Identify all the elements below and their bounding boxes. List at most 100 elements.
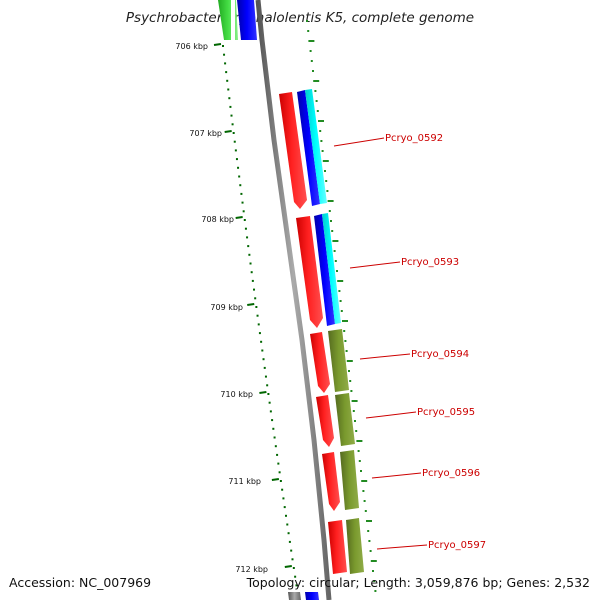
ruler-major-tick bbox=[213, 43, 222, 46]
gc-dot bbox=[344, 340, 347, 342]
gc-dot bbox=[322, 160, 329, 162]
ruler-minor-tick bbox=[231, 123, 234, 126]
ruler-minor-tick bbox=[251, 279, 254, 282]
ruler-minor-tick bbox=[226, 79, 229, 82]
leader-pcryo-0592 bbox=[333, 137, 385, 147]
gene-label-pcryo-0594[interactable]: Pcryo_0594 bbox=[411, 349, 469, 360]
gc-dot bbox=[306, 20, 308, 22]
gene-olive-5 bbox=[340, 450, 359, 510]
ruler-minor-tick bbox=[288, 540, 291, 543]
ruler-minor-tick bbox=[260, 340, 263, 343]
ruler-minor-tick bbox=[286, 523, 289, 526]
ruler-minor-tick bbox=[282, 497, 285, 500]
gc-dot bbox=[332, 240, 339, 242]
gc-dot bbox=[334, 260, 337, 262]
gc-dot bbox=[314, 90, 317, 92]
ruler-minor-tick bbox=[248, 253, 251, 256]
gc-dot bbox=[355, 430, 358, 432]
gc-dot bbox=[345, 350, 348, 352]
ruler-minor-tick bbox=[262, 358, 265, 361]
ruler-label-706: 706 kbp bbox=[175, 42, 208, 51]
ruler-minor-tick bbox=[284, 514, 287, 517]
gc-dot bbox=[308, 40, 315, 42]
ruler-minor-tick bbox=[254, 297, 257, 300]
ruler-major-tick bbox=[235, 216, 243, 219]
gc-dot bbox=[368, 540, 371, 542]
gene-blue-1 bbox=[297, 90, 320, 206]
ruler-minor-tick bbox=[278, 471, 281, 474]
ruler-label-711: 711 kbp bbox=[228, 477, 261, 486]
leader-pcryo-0593 bbox=[349, 261, 401, 269]
gene-cyan-2 bbox=[322, 213, 341, 324]
gc-dot bbox=[348, 370, 350, 372]
gc-dot bbox=[366, 520, 372, 522]
ruler-major-tick bbox=[271, 478, 280, 481]
ruler-minor-tick bbox=[239, 184, 242, 187]
gc-dot bbox=[352, 410, 355, 412]
ruler-major-tick bbox=[259, 391, 267, 394]
ruler-minor-tick bbox=[244, 227, 247, 230]
ruler-minor-tick bbox=[256, 314, 259, 317]
gc-dot bbox=[312, 70, 314, 72]
gene-pcryo-0593 bbox=[296, 216, 323, 328]
gc-dot bbox=[316, 110, 319, 112]
gc-dot bbox=[320, 140, 323, 142]
gene-cyan-1 bbox=[305, 89, 327, 204]
leader-pcryo-0594 bbox=[359, 353, 411, 360]
ruler-label-712: 712 kbp bbox=[235, 565, 268, 574]
ruler-minor-tick bbox=[238, 175, 241, 178]
leader-pcryo-0597 bbox=[376, 544, 428, 550]
gene-label-pcryo-0592[interactable]: Pcryo_0592 bbox=[385, 133, 443, 144]
gc-dot bbox=[319, 130, 322, 132]
ruler-label-709: 709 kbp bbox=[210, 303, 243, 312]
ruler-minor-tick bbox=[223, 53, 226, 56]
gene-label-pcryo-0597[interactable]: Pcryo_0597 bbox=[428, 540, 486, 551]
gc-dot bbox=[342, 320, 348, 322]
ruler-minor-tick bbox=[240, 192, 243, 195]
gc-dot bbox=[331, 230, 334, 232]
ruler-minor-tick bbox=[291, 558, 294, 561]
ruler-major-tick bbox=[247, 303, 255, 306]
gc-dot bbox=[315, 100, 318, 102]
ruler-minor-tick bbox=[294, 575, 297, 578]
gene-label-pcryo-0593[interactable]: Pcryo_0593 bbox=[401, 257, 459, 268]
ruler-minor-tick bbox=[257, 323, 260, 326]
ruler-minor-tick bbox=[266, 384, 269, 387]
gc-dot bbox=[340, 310, 343, 312]
gene-bottom-blue bbox=[305, 592, 319, 600]
ruler-minor-tick bbox=[269, 410, 272, 413]
gc-dot bbox=[372, 570, 374, 572]
ruler-minor-tick bbox=[234, 149, 237, 152]
ruler-minor-tick bbox=[276, 453, 279, 456]
gc-dot bbox=[350, 390, 353, 392]
gc-dot bbox=[307, 30, 310, 32]
ruler-minor-tick bbox=[228, 97, 231, 100]
ruler-minor-tick bbox=[258, 332, 261, 335]
gene-blue-2 bbox=[314, 214, 335, 326]
ruler-minor-tick bbox=[237, 166, 240, 169]
ruler-label-707: 707 kbp bbox=[189, 129, 222, 138]
gc-dot bbox=[370, 560, 377, 562]
gc-dot bbox=[330, 220, 332, 222]
ruler-minor-tick bbox=[246, 236, 249, 239]
ruler-minor-tick bbox=[247, 245, 250, 248]
gc-dot bbox=[336, 270, 338, 272]
ruler-minor-tick bbox=[290, 549, 293, 552]
ruler-minor-tick bbox=[233, 140, 236, 143]
gc-dot bbox=[309, 50, 312, 52]
ruler-minor-tick bbox=[283, 506, 286, 509]
gene-label-pcryo-0596[interactable]: Pcryo_0596 bbox=[422, 468, 480, 479]
ruler-minor-tick bbox=[243, 219, 246, 221]
ruler-minor-tick bbox=[273, 436, 276, 439]
gc-dot bbox=[321, 150, 324, 152]
gc-dot bbox=[358, 460, 361, 462]
ruler-ticks bbox=[213, 43, 298, 587]
ruler-minor-tick bbox=[272, 427, 275, 430]
gene-pcryo-0596 bbox=[322, 452, 340, 511]
ruler-minor-tick bbox=[267, 393, 270, 395]
ruler-minor-tick bbox=[232, 132, 235, 134]
ruler-minor-tick bbox=[222, 45, 224, 47]
gene-label-pcryo-0595[interactable]: Pcryo_0595 bbox=[417, 407, 475, 418]
gc-dot bbox=[337, 280, 344, 282]
gc-dot bbox=[324, 170, 326, 172]
